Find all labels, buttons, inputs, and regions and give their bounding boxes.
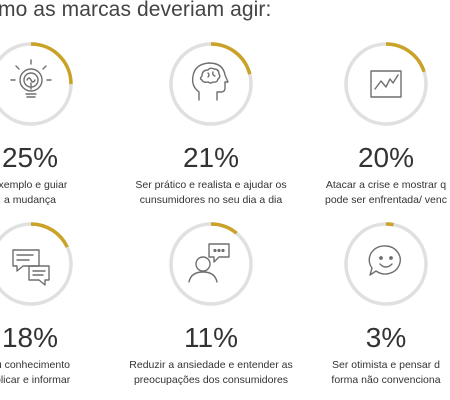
progress-arc [344, 222, 428, 306]
progress-arc [169, 42, 253, 126]
description-line: a mudança [4, 194, 56, 206]
progress-arc [0, 222, 73, 306]
person-speech-icon [188, 243, 230, 283]
progress-ring [344, 42, 428, 126]
description-line: cunsumidores no seu dia a dia [139, 194, 283, 206]
progress-ring [169, 222, 253, 306]
smiley-bubble-icon [368, 245, 401, 276]
lightbulb-icon [10, 59, 52, 98]
progress-ring [169, 42, 253, 126]
description-line: xplicar e informar [0, 374, 71, 386]
card-description: Ser prático e realista e ajudar os cunsu… [111, 178, 311, 208]
card-description: Ser otimista e pensar d forma não conven… [286, 358, 450, 388]
progress-arc [0, 42, 73, 126]
percentage-value: 21% [182, 142, 240, 173]
head-brain-icon [191, 62, 229, 101]
description-line: Ser prático e realista e ajudar os [135, 179, 287, 191]
line-chart-icon [370, 70, 402, 98]
page-title: mo as marcas deveriam agir: [0, 0, 272, 21]
card-description: eu conhecimento xplicar e informar [0, 358, 130, 388]
progress-ring [0, 42, 73, 126]
description-line: exemplo e guiar [0, 179, 68, 191]
progress-ring [0, 222, 73, 306]
percentage-value: 11% [184, 322, 238, 353]
description-line: Ser otimista e pensar d [332, 359, 440, 371]
percentage-value: 18% [1, 322, 59, 353]
chat-bubbles-icon [12, 249, 50, 286]
progress-ring [344, 222, 428, 306]
description-line: eu conhecimento [0, 359, 70, 371]
percentage-value: 3% [365, 322, 407, 353]
card-description: exemplo e guiar a mudança [0, 178, 130, 208]
description-line: Reduzir a ansiedade e entender as [129, 359, 293, 371]
description-line: pode ser enfrentada/ venc [324, 194, 447, 206]
progress-arc [169, 222, 253, 306]
description-line: preocupações dos consumidores [133, 374, 289, 386]
card-description: Atacar a crise e mostrar q pode ser enfr… [286, 178, 450, 208]
percentage-value: 25% [1, 142, 59, 173]
description-line: Atacar a crise e mostrar q [325, 179, 447, 191]
description-line: forma não convenciona [331, 374, 441, 386]
percentage-value: 20% [357, 142, 415, 173]
progress-arc [344, 42, 428, 126]
card-description: Reduzir a ansiedade e entender as preocu… [111, 358, 311, 388]
